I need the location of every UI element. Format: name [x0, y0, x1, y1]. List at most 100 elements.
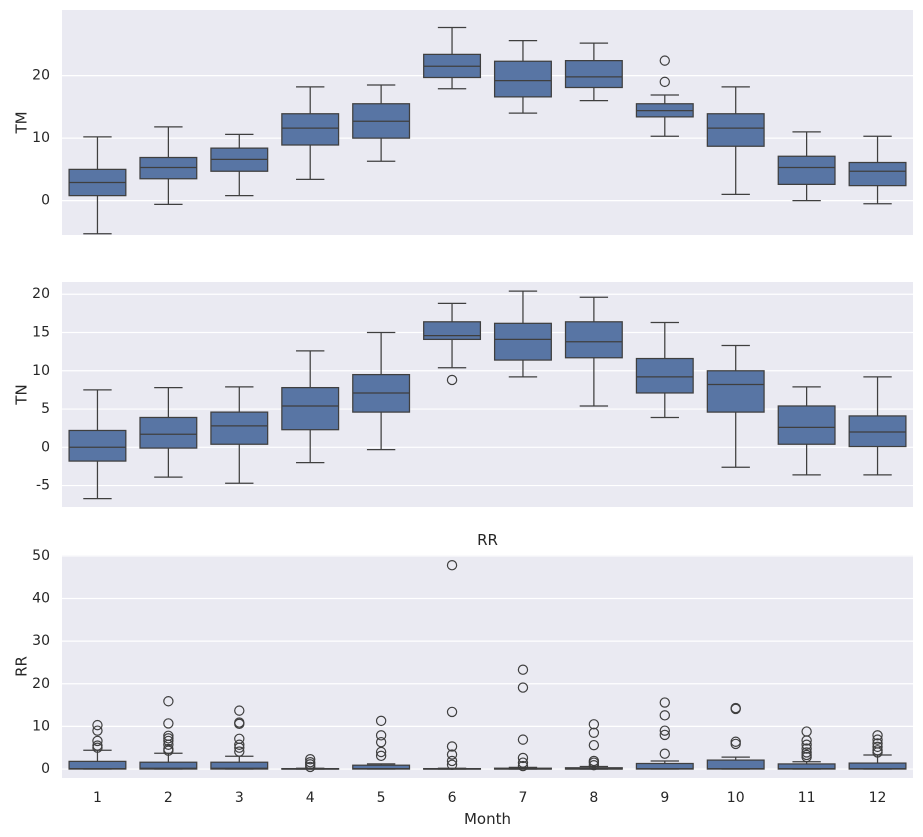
outlier-point	[801, 739, 812, 750]
box-month-7	[493, 664, 552, 772]
outlier-point	[730, 738, 741, 750]
iqr-box	[706, 759, 765, 770]
iqr-box	[281, 113, 340, 146]
box-month-8	[564, 719, 623, 771]
box-month-11	[777, 726, 836, 770]
outlier-point	[375, 736, 387, 748]
outlier-point	[234, 746, 245, 757]
outlier-point	[163, 733, 174, 744]
box-month-3	[210, 133, 269, 197]
panel-tn: -5 0 5 10 15 20 TN	[13, 282, 913, 507]
y-tick-label: 0	[41, 761, 50, 777]
iqr-box	[423, 321, 482, 341]
outlier-point	[163, 735, 174, 747]
outlier-point	[163, 739, 174, 750]
box-month-7	[493, 290, 552, 378]
iqr-box	[281, 386, 340, 431]
plot-area	[62, 555, 913, 778]
outlier-point	[234, 718, 245, 730]
outlier-point	[446, 741, 458, 752]
x-axis-label: Month	[464, 810, 511, 828]
iqr-box	[706, 370, 765, 413]
outlier-point	[517, 682, 529, 693]
box-month-7	[493, 40, 552, 114]
x-tick-label: 4	[306, 790, 315, 806]
y-tick-label: 10	[32, 130, 50, 146]
y-tick-label: 50	[32, 548, 50, 564]
iqr-box	[564, 60, 623, 89]
iqr-box	[139, 761, 198, 770]
box-month-10	[706, 86, 765, 195]
outlier-point	[375, 730, 387, 741]
iqr-box	[68, 760, 127, 770]
box-month-12	[848, 135, 907, 205]
outlier-point	[872, 730, 883, 741]
box-month-12	[848, 730, 907, 770]
y-tick-label: 5	[41, 401, 50, 417]
x-tick-label: 10	[727, 790, 745, 806]
box-month-9	[635, 321, 694, 419]
y-tick-label: 30	[32, 633, 50, 649]
iqr-box	[635, 357, 694, 394]
box-month-3	[210, 386, 269, 484]
y-tick-label: 15	[32, 325, 50, 341]
iqr-box	[777, 155, 836, 185]
box-month-1	[68, 719, 127, 770]
outlier-point	[517, 760, 529, 772]
outlier-point	[517, 734, 529, 745]
outlier-point	[234, 742, 245, 753]
iqr-box	[493, 60, 552, 98]
outlier-point	[446, 749, 458, 760]
outlier-point	[375, 750, 387, 762]
box-month-10	[706, 344, 765, 468]
outlier-point	[375, 746, 387, 758]
x-tick-label: 2	[164, 790, 173, 806]
outlier-point	[659, 697, 670, 708]
y-tick-label: 0	[41, 439, 50, 455]
iqr-box	[706, 113, 765, 147]
outlier-point	[659, 725, 670, 736]
box-month-2	[139, 126, 198, 205]
y-axis-label-tn: TN	[13, 384, 31, 405]
box-month-2	[139, 696, 198, 770]
outlier-point	[801, 747, 812, 758]
box-month-1	[68, 136, 127, 235]
outlier-point	[446, 560, 458, 571]
outlier-point	[659, 55, 670, 66]
outlier-point	[375, 715, 387, 727]
outlier-point	[659, 729, 670, 741]
outlier-point	[588, 719, 600, 730]
outlier-point	[163, 745, 174, 756]
x-tick-label: 8	[589, 790, 598, 806]
outlier-point	[92, 725, 103, 736]
outlier-point	[446, 759, 458, 770]
outlier-point	[801, 735, 812, 746]
iqr-box	[139, 416, 198, 449]
outlier-point	[305, 754, 316, 765]
iqr-box	[210, 411, 269, 445]
x-tick-label: 1	[93, 790, 102, 806]
box-month-8	[564, 42, 623, 102]
box-month-11	[777, 386, 836, 476]
y-axis-label-tm: TM	[13, 111, 31, 134]
box-month-9	[635, 697, 694, 770]
outlier-point	[234, 705, 245, 716]
outlier-point	[92, 719, 103, 731]
panel-tm: 0 10 20 TM	[13, 10, 913, 235]
iqr-box	[493, 322, 552, 361]
x-tick-label: 12	[869, 790, 887, 806]
outlier-point	[872, 747, 883, 758]
box-month-6	[423, 560, 482, 770]
box-month-5	[352, 84, 411, 162]
plot-area	[62, 10, 913, 235]
iqr-box	[848, 415, 907, 448]
x-tick-label: 3	[235, 790, 244, 806]
outlier-point	[517, 664, 529, 675]
box-month-11	[777, 131, 836, 202]
y-tick-label: 10	[32, 718, 50, 734]
outlier-point	[305, 759, 316, 770]
box-month-12	[848, 376, 907, 476]
box-month-4	[281, 86, 340, 180]
outlier-point	[234, 739, 245, 750]
x-tick-label: 5	[377, 790, 386, 806]
